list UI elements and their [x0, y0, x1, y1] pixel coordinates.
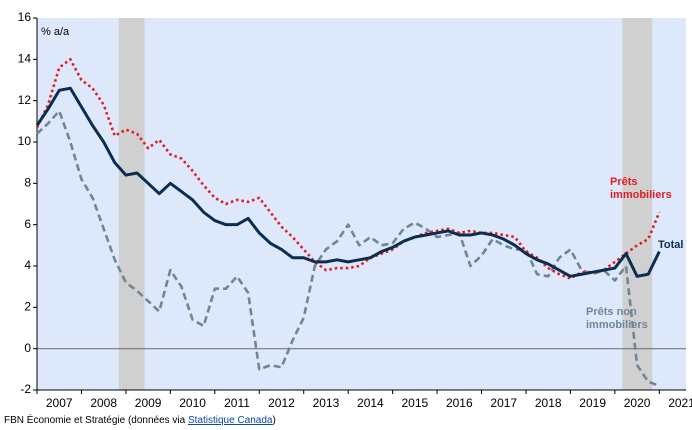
y-unit-label: % a/a	[41, 26, 70, 38]
series-line	[35, 86, 661, 278]
y-tick-label: 0	[24, 341, 31, 355]
x-tick-label: 2021	[668, 396, 692, 410]
x-tick-label: 2016	[446, 396, 473, 410]
x-tick-label: 2008	[90, 396, 117, 410]
y-tick-label: 16	[18, 10, 32, 24]
x-tick-label: 2009	[135, 396, 162, 410]
x-tick-label: 2012	[268, 396, 295, 410]
plot-background	[37, 18, 686, 390]
recession-band	[118, 18, 145, 390]
x-tick-label: 2015	[401, 396, 428, 410]
y-tick-label: -2	[20, 382, 31, 396]
x-tick-label: 2017	[490, 396, 517, 410]
series-label: Total	[658, 239, 683, 251]
x-tick-label: 2014	[357, 396, 384, 410]
x-tick-label: 2010	[179, 396, 206, 410]
chart: % a/a -2 0 2 4 6 8 10 12 14 16 2007 2008 2009 2010 201…	[18, 10, 692, 410]
recession-band	[622, 18, 653, 390]
source-link[interactable]: Statistique Canada	[187, 415, 273, 426]
y-tick-label: 8	[24, 176, 31, 190]
series-label: Prêts non immobiliers	[586, 306, 648, 331]
y-tick-label: 2	[24, 300, 31, 314]
x-tick-label: 2007	[46, 396, 73, 410]
series-label: Prêts immobiliers	[610, 176, 672, 201]
y-tick-label: 4	[24, 258, 31, 272]
x-tick-label: 2020	[624, 396, 651, 410]
y-tick-label: 14	[18, 52, 32, 66]
y-tick-label: 10	[18, 134, 32, 148]
source-text: )	[272, 415, 276, 426]
series-line	[36, 109, 660, 388]
y-tick-label: 12	[18, 93, 32, 107]
x-tick-label: 2011	[224, 396, 250, 410]
source: FBN Économie et Stratégie (données via S…	[4, 415, 276, 426]
x-tick-label: 2013	[313, 396, 340, 410]
x-tick-label: 2019	[579, 396, 606, 410]
source-text: FBN Économie et Stratégie (données via	[4, 415, 188, 426]
series-line	[35, 58, 661, 280]
y-tick-label: 6	[24, 217, 31, 231]
x-tick-label: 2018	[535, 396, 562, 410]
